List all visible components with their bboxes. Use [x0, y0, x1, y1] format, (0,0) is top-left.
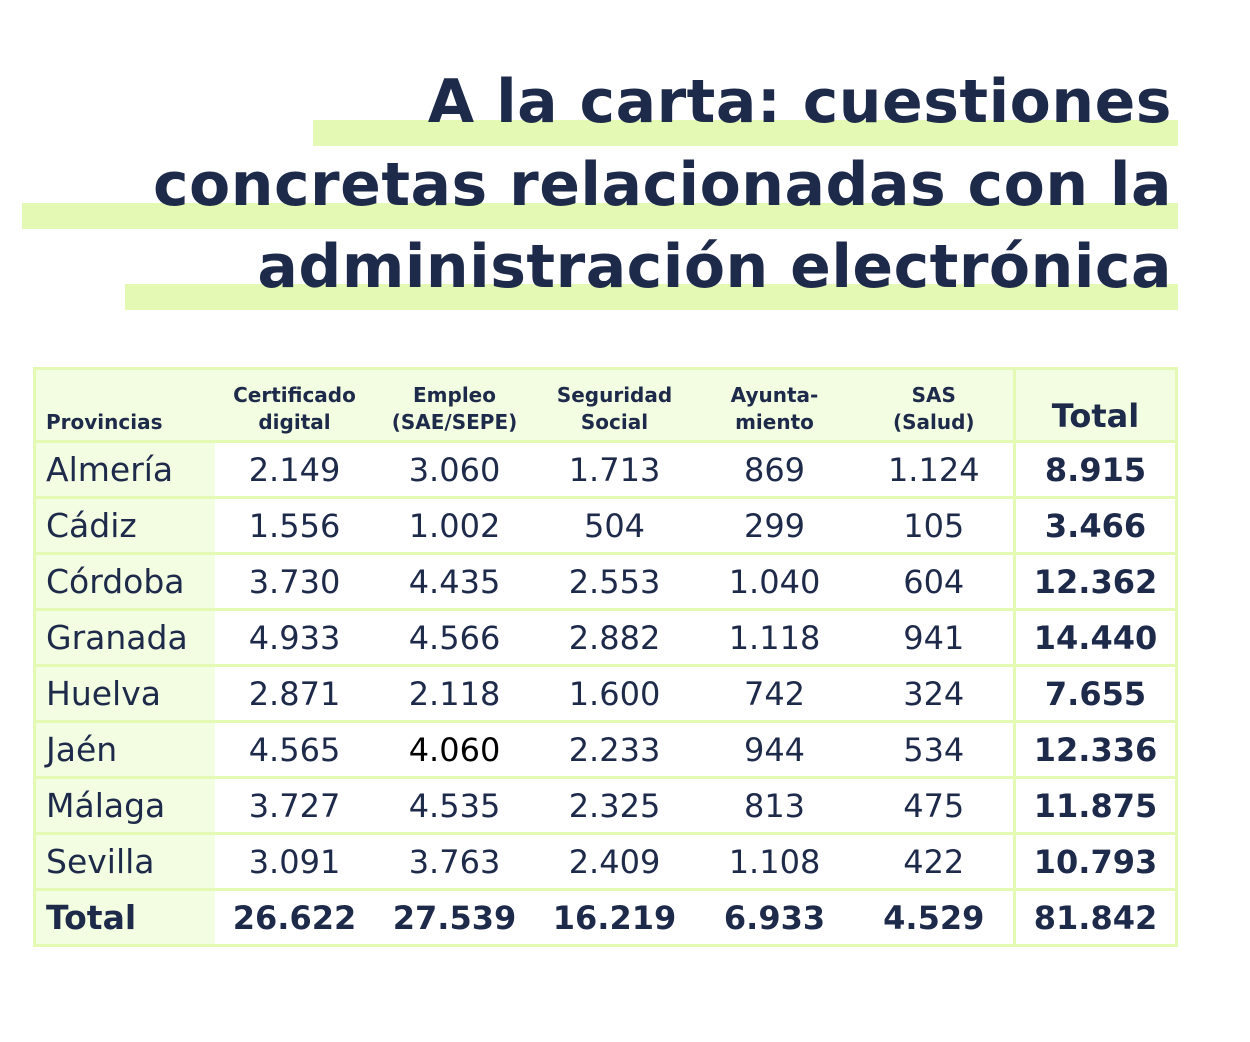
- table-row: Sevilla 3.091 3.763 2.409 1.108 422 10.793: [34, 833, 1177, 891]
- value-cell: 1.118: [694, 609, 855, 667]
- column-header-sas: SAS (Salud): [854, 368, 1015, 443]
- row-total-cell: 7.655: [1013, 665, 1177, 723]
- column-header-certificado: Certificado digital: [214, 368, 375, 443]
- value-cell: 3.763: [374, 833, 535, 891]
- province-cell: Almería: [34, 441, 215, 499]
- province-cell: Granada: [34, 609, 215, 667]
- province-cell: Córdoba: [34, 553, 215, 611]
- value-cell: 1.556: [214, 497, 375, 555]
- column-total-cell: 27.539: [374, 889, 535, 947]
- value-cell: 2.118: [374, 665, 535, 723]
- table-row: Huelva 2.871 2.118 1.600 742 324 7.655: [34, 665, 1177, 723]
- province-cell: Huelva: [34, 665, 215, 723]
- title-highlight-2: [22, 203, 1178, 229]
- value-cell: 534: [854, 721, 1015, 779]
- row-total-cell: 14.440: [1013, 609, 1177, 667]
- value-cell: 869: [694, 441, 855, 499]
- header-line: Social: [580, 410, 649, 434]
- title-line-2: concretas relacionadas con la: [152, 150, 1172, 220]
- column-total-cell: 16.219: [534, 889, 695, 947]
- value-cell: 2.553: [534, 553, 695, 611]
- total-label-cell: Total: [34, 889, 215, 947]
- row-total-cell: 10.793: [1013, 833, 1177, 891]
- column-total-cell: 6.933: [694, 889, 855, 947]
- value-cell: 1.108: [694, 833, 855, 891]
- row-total-cell: 3.466: [1013, 497, 1177, 555]
- header-line: Certificado: [233, 383, 356, 407]
- title-line-1: A la carta: cuestiones: [427, 67, 1172, 137]
- header-line: Empleo: [413, 383, 496, 407]
- table-row: Granada 4.933 4.566 2.882 1.118 941 14.440: [34, 609, 1177, 667]
- header-line: (SAE/SEPE): [391, 410, 518, 434]
- title-highlight-3: [125, 284, 1178, 310]
- grand-total-cell: 81.842: [1013, 889, 1177, 947]
- column-header-seguridad-social: Seguridad Social: [534, 368, 695, 443]
- header-line: digital: [258, 410, 331, 434]
- table-row: Jaén 4.565 4.060 2.233 944 534 12.336: [34, 721, 1177, 779]
- province-cell: Málaga: [34, 777, 215, 835]
- value-cell: 2.409: [534, 833, 695, 891]
- value-cell: 2.149: [214, 441, 375, 499]
- value-cell: 1.002: [374, 497, 535, 555]
- value-cell: 299: [694, 497, 855, 555]
- header-row: Provincias Certificado digital Empleo (S…: [34, 368, 1177, 443]
- province-cell: Jaén: [34, 721, 215, 779]
- value-cell: 1.124: [854, 441, 1015, 499]
- header-line: (Salud): [892, 410, 975, 434]
- total-row: Total 26.622 27.539 16.219 6.933 4.529 81.842: [34, 889, 1177, 947]
- column-total-cell: 4.529: [854, 889, 1015, 947]
- value-cell: 4.435: [374, 553, 535, 611]
- page-title: A la carta: cuestiones concretas relacio…: [0, 0, 1250, 330]
- column-total-cell: 26.622: [214, 889, 375, 947]
- header-line: Ayunta-: [730, 383, 819, 407]
- table-row: Almería 2.149 3.060 1.713 869 1.124 8.915: [34, 441, 1177, 499]
- value-cell: 2.233: [534, 721, 695, 779]
- table-row: Córdoba 3.730 4.435 2.553 1.040 604 12.362: [34, 553, 1177, 611]
- header-line: Seguridad: [556, 383, 673, 407]
- value-cell: 2.871: [214, 665, 375, 723]
- value-cell: 813: [694, 777, 855, 835]
- value-cell: 3.727: [214, 777, 375, 835]
- province-cell: Cádiz: [34, 497, 215, 555]
- title-line-3: administración electrónica: [257, 232, 1172, 302]
- data-table: Provincias Certificado digital Empleo (S…: [33, 367, 1178, 947]
- table-body: Almería 2.149 3.060 1.713 869 1.124 8.915 Cádiz…: [34, 441, 1177, 947]
- value-cell: 3.091: [214, 833, 375, 891]
- province-cell: Sevilla: [34, 833, 215, 891]
- value-cell: 742: [694, 665, 855, 723]
- column-header-ayuntamiento: Ayunta- miento: [694, 368, 855, 443]
- value-cell: 604: [854, 553, 1015, 611]
- value-cell: 3.060: [374, 441, 535, 499]
- row-total-cell: 8.915: [1013, 441, 1177, 499]
- column-header-empleo: Empleo (SAE/SEPE): [374, 368, 535, 443]
- value-cell: 475: [854, 777, 1015, 835]
- value-cell: 1.040: [694, 553, 855, 611]
- table-row: Cádiz 1.556 1.002 504 299 105 3.466: [34, 497, 1177, 555]
- value-cell: 3.730: [214, 553, 375, 611]
- value-cell: 422: [854, 833, 1015, 891]
- table-row: Málaga 3.727 4.535 2.325 813 475 11.875: [34, 777, 1177, 835]
- value-cell: 1.713: [534, 441, 695, 499]
- value-cell: 941: [854, 609, 1015, 667]
- row-total-cell: 12.336: [1013, 721, 1177, 779]
- row-total-cell: 11.875: [1013, 777, 1177, 835]
- header-line: SAS: [911, 383, 956, 407]
- value-cell: 504: [534, 497, 695, 555]
- value-cell: 4.565: [214, 721, 375, 779]
- value-cell: 2.882: [534, 609, 695, 667]
- value-cell: 2.325: [534, 777, 695, 835]
- value-cell: 4.060: [374, 721, 535, 779]
- column-header-total: Total: [1013, 368, 1177, 443]
- column-header-provincias: Provincias: [34, 368, 215, 443]
- title-highlight-1: [313, 120, 1178, 146]
- value-cell: 4.535: [374, 777, 535, 835]
- value-cell: 1.600: [534, 665, 695, 723]
- value-cell: 4.566: [374, 609, 535, 667]
- header-line: miento: [735, 410, 814, 434]
- value-cell: 324: [854, 665, 1015, 723]
- value-cell: 4.933: [214, 609, 375, 667]
- value-cell: 105: [854, 497, 1015, 555]
- row-total-cell: 12.362: [1013, 553, 1177, 611]
- value-cell: 944: [694, 721, 855, 779]
